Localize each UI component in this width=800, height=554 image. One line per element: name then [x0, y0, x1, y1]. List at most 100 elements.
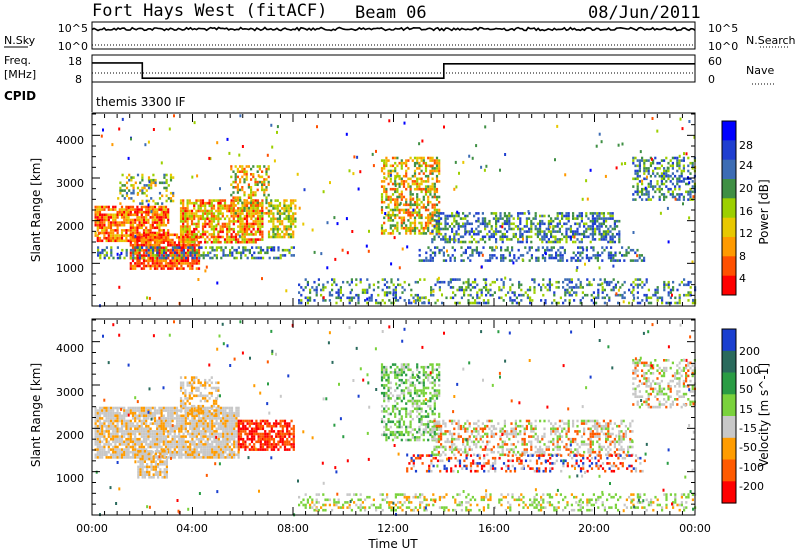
heatmap-cell: [589, 225, 592, 228]
heatmap-cell: [401, 286, 404, 289]
heatmap-cell: [178, 243, 181, 247]
heatmap-cell: [193, 201, 196, 205]
heatmap-cell: [254, 180, 257, 184]
heatmap-cell: [399, 201, 402, 205]
heatmap-cell: [495, 214, 498, 218]
heatmap-cell: [495, 232, 498, 236]
heatmap-cell: [103, 205, 106, 209]
heatmap-cell: [141, 173, 144, 177]
heatmap-cell: [145, 417, 148, 420]
heatmap-cell: [173, 435, 176, 438]
heatmap-cell: [316, 125, 318, 129]
heatmap-cell: [98, 223, 102, 227]
heatmap-cell: [103, 419, 106, 423]
heatmap-cell: [391, 193, 395, 196]
heatmap-cell: [169, 176, 173, 179]
heatmap-cell: [179, 217, 183, 221]
heatmap-cell: [555, 256, 558, 260]
heatmap-cell: [164, 233, 168, 237]
heatmap-cell: [142, 262, 146, 265]
heatmap-cell: [226, 227, 229, 231]
heatmap-cell: [259, 227, 262, 231]
heatmap-cell: [112, 223, 115, 227]
heatmap-cell: [189, 456, 192, 459]
heatmap-cell: [558, 227, 561, 231]
heatmap-cell: [136, 243, 139, 247]
heatmap-cell: [429, 254, 432, 257]
heatmap-cell: [389, 213, 392, 217]
heatmap-cell: [411, 182, 414, 186]
heatmap-cell: [136, 427, 139, 431]
heatmap-cell: [283, 235, 286, 239]
heatmap-cell: [429, 200, 432, 204]
heatmap-cell: [570, 293, 573, 297]
heatmap-cell: [109, 229, 113, 232]
heatmap-cell: [116, 424, 119, 428]
heatmap-cell: [118, 448, 121, 451]
heatmap-cell: [283, 212, 286, 215]
heatmap-cell: [189, 422, 192, 425]
heatmap-cell: [120, 424, 124, 428]
heatmap-cell: [420, 180, 423, 183]
heatmap-cell: [385, 206, 388, 209]
heatmap-cell: [234, 233, 238, 236]
heatmap-cell: [169, 262, 172, 265]
heatmap-cell: [667, 283, 670, 287]
heatmap-cell: [195, 262, 198, 265]
heatmap-cell: [331, 283, 334, 287]
heatmap-cell: [433, 235, 436, 239]
heatmap-cell: [457, 240, 460, 244]
heatmap-cell: [145, 194, 148, 198]
heatmap-cell: [585, 214, 588, 218]
heatmap-cell: [197, 259, 201, 263]
heatmap-cell: [389, 169, 392, 173]
heatmap-cell: [643, 169, 646, 173]
heatmap-cell: [118, 453, 121, 457]
heatmap-cell: [272, 230, 275, 234]
heatmap-cell: [292, 246, 295, 249]
heatmap-cell: [136, 229, 139, 232]
heatmap-cell: [471, 156, 474, 160]
heatmap-cell: [535, 248, 538, 252]
heatmap-cell: [541, 254, 544, 257]
heatmap-cell: [134, 427, 137, 431]
heatmap-cell: [189, 246, 192, 249]
heatmap-cell: [178, 448, 181, 451]
heatmap-cell: [149, 208, 152, 211]
heatmap-cell: [412, 296, 415, 300]
heatmap-cell: [193, 417, 196, 420]
heatmap-cell: [617, 301, 620, 305]
heatmap-cell: [156, 430, 159, 433]
heatmap-cell: [175, 236, 179, 239]
heatmap-cell: [689, 187, 692, 191]
heatmap-cell: [123, 448, 126, 451]
heatmap-cell: [598, 212, 601, 215]
heatmap-cell: [678, 293, 681, 297]
heatmap-cell: [171, 264, 174, 268]
heatmap-cell: [123, 234, 126, 237]
heatmap-cell: [270, 199, 273, 202]
heatmap-cell: [208, 217, 211, 221]
heatmap-cell: [116, 432, 119, 436]
heatmap-cell: [142, 417, 146, 420]
heatmap-cell: [429, 185, 432, 188]
heatmap-cell: [427, 246, 430, 249]
heatmap-cell: [184, 448, 187, 451]
heatmap-cell: [127, 424, 130, 428]
heatmap-cell: [252, 209, 255, 213]
heatmap-cell: [182, 448, 185, 451]
power-heatmap-cells: [94, 114, 697, 308]
heatmap-cell: [512, 232, 515, 236]
heatmap-cell: [142, 241, 146, 244]
heatmap-cell: [243, 217, 246, 221]
heatmap-cell: [306, 301, 309, 305]
heatmap-cell: [257, 174, 260, 178]
heatmap-cell: [173, 448, 176, 451]
heatmap-cell: [654, 156, 657, 160]
heatmap-cell: [552, 246, 555, 249]
heatmap-cell: [130, 197, 133, 200]
heatmap-cell: [94, 419, 97, 423]
heatmap-cell: [105, 450, 108, 454]
heatmap-cell: [129, 239, 132, 243]
heatmap-cell: [386, 291, 389, 294]
